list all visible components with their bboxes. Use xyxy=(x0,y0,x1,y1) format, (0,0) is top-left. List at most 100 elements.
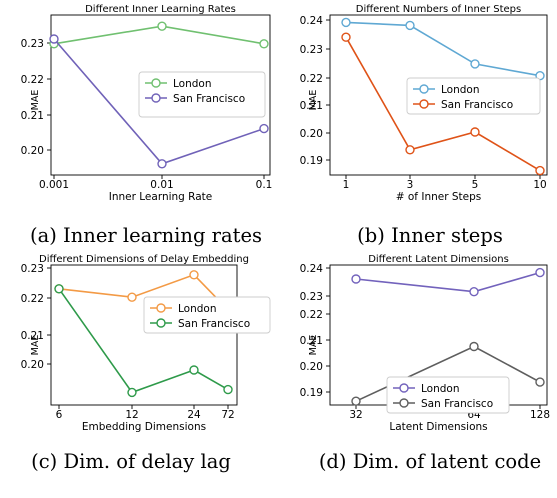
data-point xyxy=(351,396,361,406)
data-point xyxy=(470,127,480,137)
x-axis-label: # of Inner Steps xyxy=(396,191,482,203)
series-line-1 xyxy=(355,271,541,293)
y-tick-label: 0.22 xyxy=(300,73,323,85)
x-tick-label: 5 xyxy=(472,179,479,191)
y-tick-label: 0.23 xyxy=(300,44,323,56)
data-point xyxy=(54,284,64,294)
x-tick-label: 0.01 xyxy=(150,179,173,191)
y-tick-label: 0.22 xyxy=(21,74,44,86)
data-point xyxy=(341,17,351,28)
legend-label: London xyxy=(441,84,480,96)
x-tick-label: 6 xyxy=(56,409,63,421)
x-tick-label: 24 xyxy=(187,409,201,421)
y-tick-label: 0.23 xyxy=(21,263,44,275)
series-line-1 xyxy=(345,21,541,77)
legend-label: London xyxy=(178,303,217,315)
y-tick-label: 0.23 xyxy=(300,291,323,303)
legend-label: San Francisco xyxy=(421,398,493,410)
chart-title: Different Dimensions of Delay Embedding xyxy=(39,254,249,265)
data-point xyxy=(127,387,137,398)
y-axis-label: MAE xyxy=(308,335,319,356)
y-axis-label: MAE xyxy=(308,90,319,111)
data-point xyxy=(127,292,137,302)
legend: London San Francisco xyxy=(143,296,271,334)
x-tick-label: 72 xyxy=(221,409,234,421)
y-tick-label: 0.20 xyxy=(300,128,323,140)
data-point xyxy=(535,165,545,176)
chart-title: Different Inner Learning Rates xyxy=(85,4,236,15)
legend-swatch-marker xyxy=(151,93,161,103)
x-tick-label: 0.1 xyxy=(256,179,273,191)
legend-swatch-marker xyxy=(151,78,161,88)
x-tick-label: 3 xyxy=(407,179,414,191)
y-tick-label: 0.21 xyxy=(300,100,323,112)
series-line-1 xyxy=(58,273,229,311)
plot-frame xyxy=(50,14,271,176)
data-point xyxy=(469,341,479,352)
x-tick-label: 10 xyxy=(533,179,546,191)
chart-title: Different Latent Dimensions xyxy=(368,254,509,265)
y-axis-label: MAE xyxy=(30,335,41,356)
legend: London San Francisco xyxy=(406,77,541,115)
legend-swatch-marker xyxy=(419,99,429,109)
data-point xyxy=(157,159,167,169)
data-point xyxy=(405,20,415,31)
data-point xyxy=(535,377,545,387)
legend-box xyxy=(138,71,266,118)
y-tick-label: 0.24 xyxy=(300,263,324,275)
x-tick-label: 1 xyxy=(343,179,350,191)
legend-label: London xyxy=(421,383,460,395)
chart-title: Different Numbers of Inner Steps xyxy=(356,4,521,15)
x-tick-label: 12 xyxy=(125,409,138,421)
plot-frame xyxy=(329,14,548,176)
legend-box xyxy=(386,376,510,414)
y-tick-label: 0.22 xyxy=(300,309,323,321)
y-tick-label: 0.20 xyxy=(21,145,44,157)
panel-caption: (d) Dim. of latent code xyxy=(319,450,541,473)
legend-swatch-marker xyxy=(156,303,166,313)
chart-panel-1: Different Inner Learning Rates 0.001 0.01 0… xyxy=(21,4,273,247)
data-point xyxy=(470,59,480,69)
legend-box xyxy=(143,296,271,334)
y-tick-label: 0.20 xyxy=(21,359,44,371)
series-line-2 xyxy=(58,288,229,394)
y-tick-label: 0.24 xyxy=(300,15,324,27)
legend-label: San Francisco xyxy=(441,99,513,111)
x-axis-label: Embedding Dimensions xyxy=(82,421,206,433)
y-tick-label: 0.19 xyxy=(300,387,323,399)
data-point xyxy=(259,39,269,49)
data-point xyxy=(469,287,479,297)
panel-caption: (a) Inner learning rates xyxy=(30,224,262,247)
x-tick-label: 32 xyxy=(349,409,362,421)
y-tick-label: 0.21 xyxy=(21,110,44,122)
panel-caption: (b) Inner steps xyxy=(357,224,503,247)
x-axis-label: Inner Learning Rate xyxy=(109,191,213,203)
y-tick-label: 0.19 xyxy=(300,155,323,167)
data-point xyxy=(341,32,351,42)
legend-label: London xyxy=(173,78,212,90)
data-point xyxy=(157,21,167,31)
x-tick-label: 0.001 xyxy=(39,179,69,191)
data-point xyxy=(259,123,269,134)
legend-swatch-marker xyxy=(399,398,409,408)
data-point xyxy=(189,365,199,375)
panel-caption: (c) Dim. of delay lag xyxy=(31,450,231,473)
legend-label: San Francisco xyxy=(178,318,250,330)
data-point xyxy=(223,384,233,395)
series-line-2 xyxy=(345,36,541,172)
y-tick-label: 0.21 xyxy=(300,335,323,347)
plot-frame xyxy=(50,264,238,406)
y-tick-label: 0.21 xyxy=(21,330,44,342)
x-tick-label: 128 xyxy=(530,409,550,421)
chart-panel-3: Different Dimensions of Delay Embedding 6… xyxy=(21,254,271,473)
chart-panel-2: Different Numbers of Inner Steps 1 3 5 10 0.1… xyxy=(300,4,548,247)
legend-box xyxy=(406,77,541,115)
data-point xyxy=(535,267,545,278)
y-tick-label: 0.20 xyxy=(300,361,323,373)
data-point xyxy=(351,274,361,284)
data-point xyxy=(405,145,415,155)
x-axis-label: Latent Dimensions xyxy=(389,421,487,433)
y-axis-label: MAE xyxy=(30,90,41,111)
